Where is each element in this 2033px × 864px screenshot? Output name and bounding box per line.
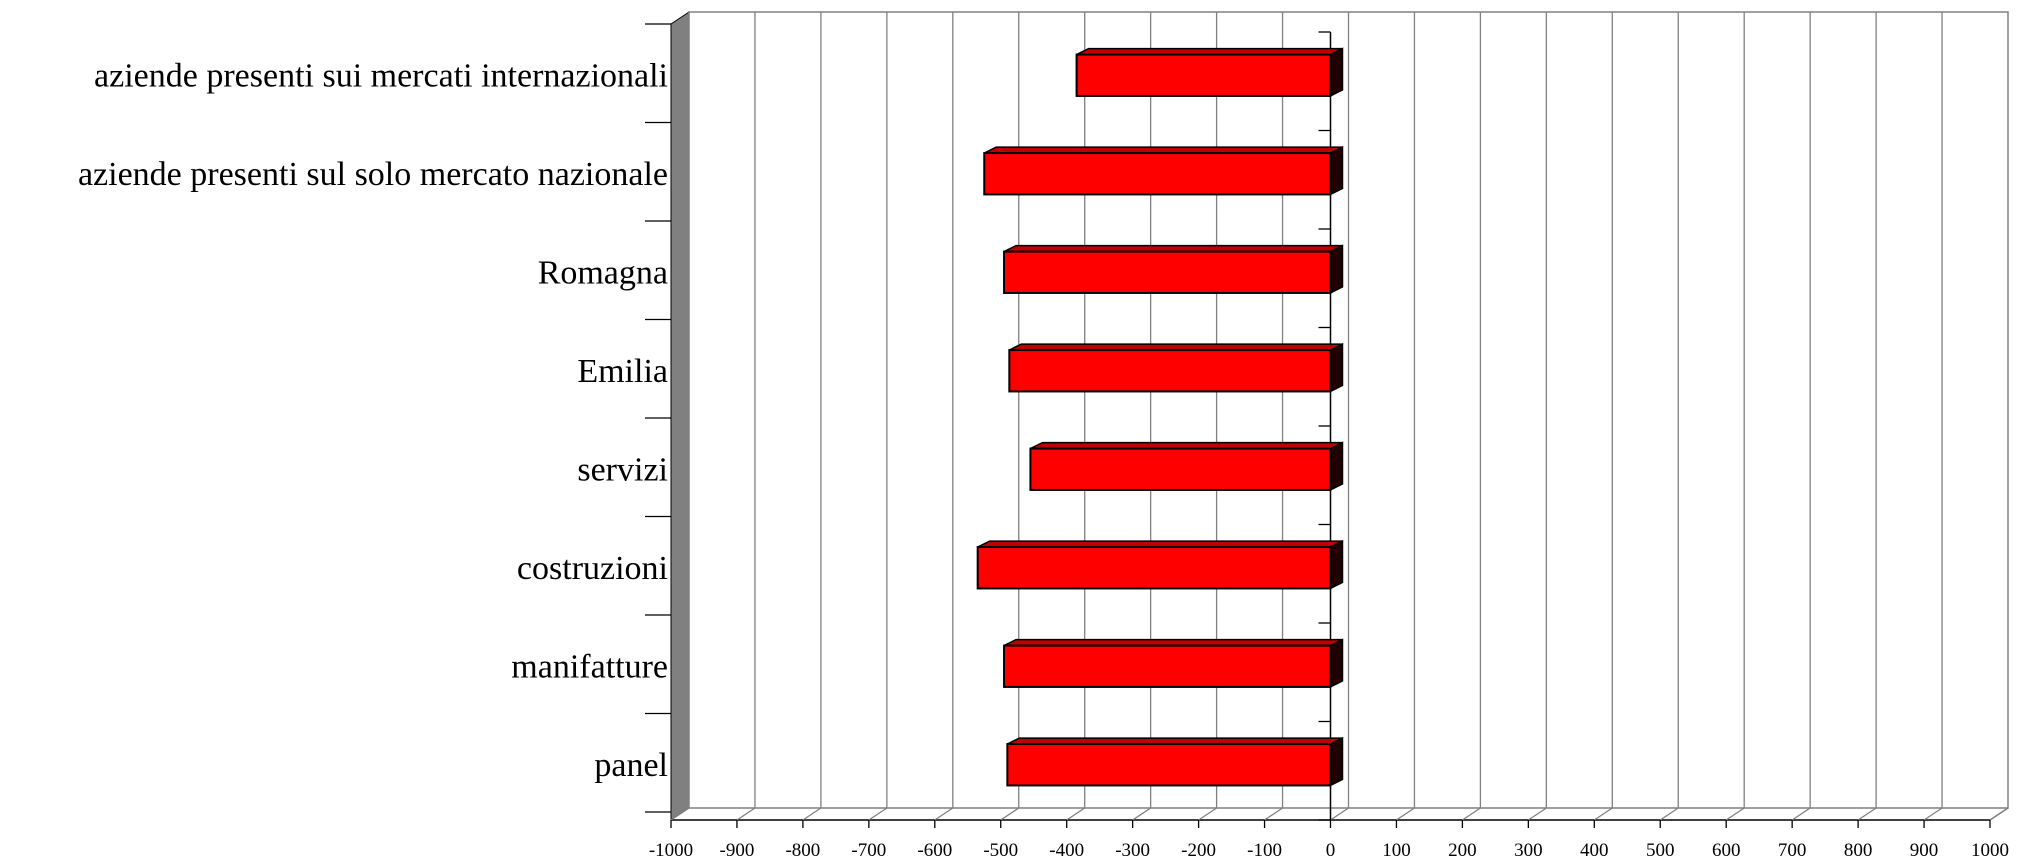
bar [1075,53,1332,97]
floor-gridline [1725,807,1745,821]
floor-gridline [1396,807,1415,821]
floor-gridline [1989,807,2009,821]
x-tick-label: 500 [1646,840,1675,861]
floor-gridline [1857,807,1877,821]
x-tick-label: 800 [1844,840,1873,861]
bar [976,546,1332,590]
x-tick-label: -700 [851,840,886,861]
bar-side-face [1329,736,1344,787]
x-tick-label: 200 [1448,840,1477,861]
category-label: Emilia [577,353,668,390]
bar [1003,644,1332,688]
bar-side-face [1329,539,1344,590]
x-tick-label: 900 [1910,840,1939,861]
x-tick-label: -900 [720,840,755,861]
category-label: panel [594,747,668,784]
floor-gridline [802,807,822,821]
floor-gridline [1198,807,1217,821]
x-tick-label: -1000 [649,840,693,861]
category-label: costruzioni [517,550,668,587]
category-label: servizi [577,451,668,488]
floor-gridline [1659,807,1679,821]
x-tick-label: -500 [983,840,1018,861]
floor-gridline [1000,807,1020,821]
floor-gridline [934,807,954,821]
bar-side-face [1329,342,1344,393]
bar-side-face [1329,47,1344,98]
x-tick-label: -400 [1049,840,1084,861]
category-label: aziende presenti sul solo mercato nazion… [78,156,668,193]
bar-side-face [1329,638,1344,689]
x-tick-label: 1000 [1971,840,2009,861]
x-tick-label: 300 [1514,840,1543,861]
bar [1003,250,1332,294]
x-tick-label: 0 [1326,840,1336,861]
category-label: manifatture [511,648,668,685]
x-tick-label: 400 [1580,840,1609,861]
floor-gridline [736,807,756,821]
floor-gridline [1791,807,1811,821]
x-tick-label: -800 [785,840,820,861]
x-tick-label: -600 [917,840,952,861]
floor-gridline [1264,807,1283,821]
x-tick-label: -300 [1115,840,1150,861]
floor-gridline [670,807,690,821]
bar [1008,349,1332,393]
floor-gridline [1462,807,1481,821]
x-tick-label: 700 [1778,840,1807,861]
bar [1029,447,1332,491]
x-tick-label: -200 [1181,840,1216,861]
bar-side-face [1329,441,1344,492]
bar-side-face [1329,244,1344,295]
category-label: aziende presenti sui mercati internazion… [94,57,668,94]
floor-gridline [1923,807,1943,821]
bar-side-face [1329,145,1344,196]
left-wall [670,11,690,821]
floor-gridline [1330,807,1349,821]
floor-gridline [1066,807,1086,821]
floor-gridline [868,807,888,821]
bar [983,152,1332,196]
floor-gridline [1132,807,1152,821]
category-label: Romagna [538,254,668,291]
x-tick-label: 100 [1382,840,1411,861]
x-tick-label: 600 [1712,840,1741,861]
floor-gridline [1593,807,1613,821]
floor-gridline [1527,807,1547,821]
x-tick-label: -100 [1247,840,1282,861]
bar [1006,743,1332,787]
